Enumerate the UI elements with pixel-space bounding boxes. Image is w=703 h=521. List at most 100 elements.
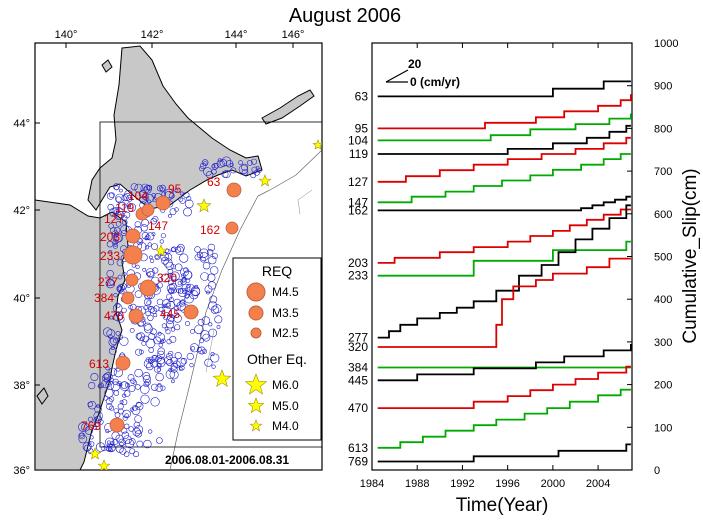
- legend-req-title: REQ: [262, 263, 292, 279]
- background-earthquake-marker: [134, 183, 144, 193]
- y-tick-label: 800: [654, 123, 672, 135]
- background-earthquake-marker: [128, 305, 133, 310]
- repeater-marker: [123, 245, 143, 265]
- background-earthquake-marker: [93, 417, 99, 423]
- legend-req-marker-medium: [248, 305, 264, 321]
- background-earthquake-marker: [108, 346, 117, 355]
- background-earthquake-marker: [106, 403, 113, 410]
- background-earthquake-marker: [81, 422, 90, 432]
- background-earthquake-marker: [186, 352, 194, 361]
- background-earthquake-marker: [104, 437, 115, 447]
- background-earthquake-marker: [152, 216, 159, 223]
- series-label-320: 320: [348, 340, 368, 354]
- series-line-769: [377, 443, 631, 463]
- background-earthquake-marker: [159, 187, 165, 193]
- y-tick-label: 200: [654, 380, 672, 392]
- background-earthquake-marker: [136, 440, 144, 448]
- background-earthquake-marker: [162, 312, 171, 321]
- slip-series: [377, 80, 632, 463]
- background-earthquake-marker: [164, 188, 174, 199]
- background-earthquake-marker: [134, 368, 143, 378]
- lon-tick-label: 146°: [282, 29, 305, 41]
- map-legend: REQ M4.5 M3.5 M2.5 Other Eq. M6.0 M5.0 M…: [232, 257, 322, 441]
- background-earthquake-marker: [166, 293, 173, 300]
- background-earthquake-marker: [183, 270, 193, 280]
- background-earthquake-marker: [114, 211, 123, 220]
- background-earthquake-marker: [171, 379, 175, 384]
- background-earthquake-marker: [127, 203, 137, 212]
- background-earthquake-marker: [147, 271, 155, 279]
- background-earthquake-marker: [122, 409, 131, 419]
- background-earthquake-marker: [207, 273, 216, 282]
- x-tick-label: 1984: [360, 478, 384, 490]
- background-earthquake-marker: [157, 383, 162, 388]
- repeater-label: 147: [148, 219, 168, 233]
- background-earthquake-marker: [117, 403, 124, 410]
- repeater-label: 445: [160, 307, 180, 321]
- background-earthquake-marker: [175, 278, 184, 287]
- background-earthquake-marker: [156, 367, 161, 373]
- background-earthquake-marker: [178, 299, 186, 307]
- background-earthquake-marker: [158, 343, 163, 348]
- background-earthquake-marker: [114, 302, 121, 309]
- legend-other-label: M6.0: [272, 378, 299, 392]
- repeater-labels: 95 104 63 119 127 147 162 203 233 277 32…: [81, 175, 221, 433]
- background-earthquake-marker: [127, 374, 135, 381]
- legend-star-marker: [249, 419, 263, 432]
- background-earthquake-marker: [143, 298, 152, 306]
- plot-frame: [371, 42, 633, 471]
- background-earthquake-marker: [174, 207, 179, 212]
- background-earthquake-marker: [114, 193, 125, 204]
- repeater-label: 95: [168, 182, 182, 196]
- background-earthquake-marker: [89, 435, 94, 440]
- background-earthquake-marker: [221, 170, 229, 178]
- repeater-label: 277: [98, 275, 118, 289]
- background-earthquake-marker: [146, 232, 155, 241]
- background-earthquake-marker: [159, 239, 164, 244]
- background-earthquake-marker: [241, 163, 249, 171]
- background-earthquake-marker: [167, 313, 175, 322]
- background-earthquake-marker: [134, 425, 144, 435]
- series-label-127: 127: [348, 175, 368, 189]
- background-earthquake-marker: [140, 394, 150, 404]
- background-earthquake-marker: [135, 348, 143, 356]
- background-earthquake-marker: [97, 384, 102, 389]
- series-line-203: [377, 208, 631, 264]
- background-earthquake-marker: [116, 315, 125, 323]
- background-earthquake-marker: [113, 390, 120, 396]
- legend-req-label: M3.5: [272, 306, 299, 320]
- background-earthquake-marker: [168, 279, 174, 286]
- background-earthquake-marker: [142, 374, 151, 383]
- background-earthquake-marker: [176, 301, 186, 311]
- background-earthquake-marker: [121, 399, 128, 406]
- background-earthquake-marker: [155, 372, 164, 382]
- background-earthquake-marker: [209, 295, 218, 304]
- background-earthquake-marker: [190, 346, 195, 351]
- background-earthquake-marker: [169, 335, 177, 343]
- background-earthquake-marker: [128, 385, 136, 392]
- background-earthquake-marker: [88, 416, 94, 422]
- background-earthquake-marker: [189, 343, 199, 353]
- y-tick-label: 1000: [654, 38, 678, 50]
- repeater-marker: [115, 355, 131, 371]
- other-earthquake-star: [258, 174, 272, 187]
- background-earthquake-marker: [120, 283, 127, 290]
- background-earthquake-marker: [143, 439, 152, 449]
- background-earthquake-marker: [169, 370, 179, 380]
- repeater-marker: [139, 279, 157, 297]
- series-line-127: [377, 136, 631, 183]
- background-earthquake-marker: [87, 401, 93, 407]
- background-earthquake-marker: [156, 363, 161, 368]
- rishiri-island: [101, 59, 113, 73]
- repeater-label: 127: [104, 212, 124, 226]
- y-axis-label: Cumulative_Slip(cm): [680, 168, 701, 343]
- background-earthquake-marker: [135, 401, 142, 408]
- background-earthquake-marker: [119, 447, 127, 455]
- background-earthquake-marker: [200, 330, 210, 340]
- background-earthquake-marker: [93, 425, 98, 430]
- series-line-162: [377, 195, 631, 212]
- background-earthquake-marker: [134, 290, 143, 299]
- background-earthquake-marker: [102, 373, 111, 382]
- background-earthquake-marker: [123, 193, 132, 201]
